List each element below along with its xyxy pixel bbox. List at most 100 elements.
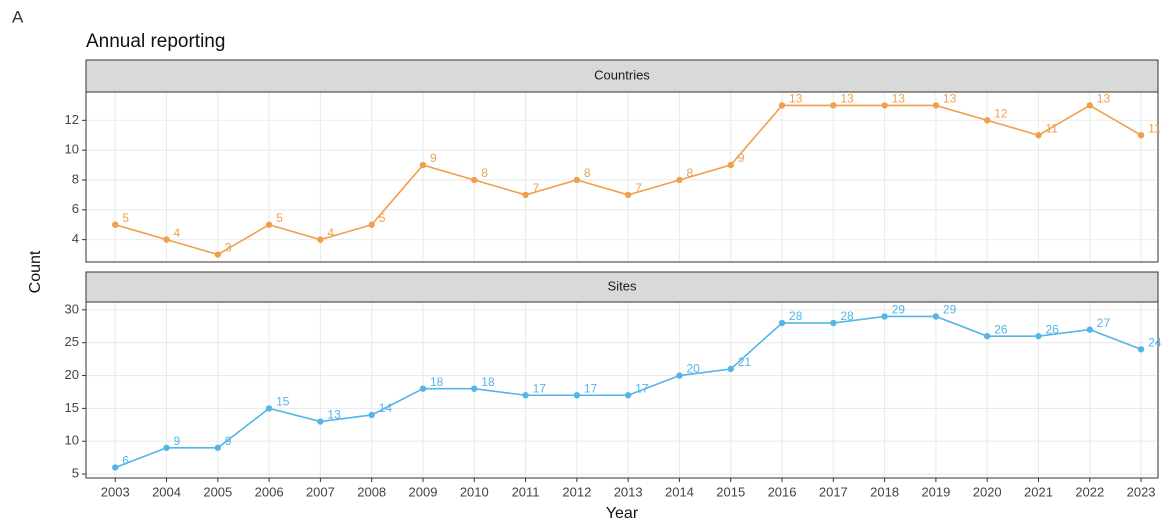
- data-label: 9: [225, 434, 232, 448]
- data-label: 7: [533, 181, 540, 195]
- data-label: 5: [276, 211, 283, 225]
- data-point: [522, 392, 529, 399]
- data-point: [573, 392, 581, 399]
- data-label: 13: [1097, 92, 1111, 106]
- data-point: [676, 176, 683, 184]
- data-point: [881, 102, 888, 109]
- x-tick-label: 2005: [203, 484, 232, 499]
- x-tick-label: 2020: [973, 484, 1002, 499]
- data-point: [368, 221, 375, 228]
- data-label: 8: [481, 166, 488, 180]
- panel-border: [85, 301, 1159, 479]
- data-point: [1137, 132, 1145, 139]
- x-tick-label: 2014: [665, 484, 694, 499]
- data-point: [778, 319, 786, 327]
- panel-border: [85, 91, 1159, 263]
- data-point: [778, 102, 786, 109]
- x-tick-label: 2018: [870, 484, 899, 499]
- x-tick-label: 2021: [1024, 484, 1053, 499]
- data-point: [932, 313, 940, 320]
- data-label: 17: [635, 381, 649, 395]
- data-label: 5: [122, 211, 129, 225]
- data-point: [112, 464, 119, 471]
- y-tick-label: 8: [72, 171, 79, 186]
- data-label: 13: [327, 408, 341, 422]
- data-point: [676, 372, 683, 379]
- chart-title: Annual reporting: [86, 31, 225, 52]
- data-label: 13: [892, 92, 906, 106]
- panel-label: A: [12, 7, 24, 26]
- x-tick-label: 2003: [101, 484, 130, 499]
- x-tick-label: 2022: [1075, 484, 1104, 499]
- data-label: 3: [225, 241, 232, 255]
- data-label: 26: [994, 322, 1008, 336]
- data-label: 17: [584, 381, 598, 395]
- data-label: 21: [738, 355, 752, 369]
- data-point: [265, 221, 273, 228]
- data-label: 8: [686, 166, 693, 180]
- data-point: [1035, 132, 1042, 139]
- y-tick-label: 25: [65, 334, 79, 349]
- data-label: 11: [1148, 121, 1161, 135]
- x-tick-label: 2006: [255, 484, 284, 499]
- data-label: 17: [533, 381, 547, 395]
- data-point: [1086, 102, 1093, 109]
- data-point: [830, 319, 837, 327]
- data-point: [983, 117, 991, 124]
- data-point: [624, 191, 632, 199]
- y-tick-label: 6: [72, 201, 79, 216]
- x-tick-label: 2008: [357, 484, 386, 499]
- x-tick-label: 2009: [409, 484, 438, 499]
- y-tick-label: 12: [65, 112, 79, 127]
- data-point: [471, 176, 478, 184]
- data-label: 26: [1045, 322, 1059, 336]
- data-point: [1137, 346, 1145, 353]
- data-label: 24: [1148, 335, 1162, 349]
- data-label: 9: [738, 151, 745, 165]
- facet-strip: [85, 271, 1159, 303]
- data-point: [214, 444, 222, 451]
- data-point: [163, 236, 170, 243]
- y-tick-label: 10: [65, 433, 79, 448]
- data-point: [214, 251, 222, 258]
- x-tick-label: 2004: [152, 484, 181, 499]
- data-label: 13: [943, 92, 957, 106]
- data-label: 9: [174, 434, 181, 448]
- y-tick-label: 30: [65, 301, 79, 316]
- data-label: 28: [840, 309, 854, 323]
- data-label: 5: [379, 211, 386, 225]
- data-point: [112, 221, 119, 228]
- x-tick-label: 2023: [1127, 484, 1156, 499]
- data-point: [471, 385, 478, 392]
- data-label: 29: [892, 303, 906, 317]
- data-point: [727, 365, 734, 373]
- data-label: 13: [840, 92, 854, 106]
- data-point: [317, 236, 324, 243]
- data-label: 4: [174, 226, 181, 240]
- facet-title: Countries: [594, 67, 650, 82]
- y-tick-label: 10: [65, 142, 79, 157]
- data-label: 11: [1045, 121, 1058, 135]
- y-tick-label: 15: [65, 400, 79, 415]
- data-point: [983, 332, 991, 340]
- data-label: 18: [430, 375, 444, 389]
- data-point: [881, 313, 888, 320]
- x-tick-label: 2015: [716, 484, 745, 499]
- data-point: [317, 418, 324, 425]
- data-point: [419, 385, 427, 392]
- data-label: 13: [789, 92, 803, 106]
- data-point: [624, 392, 632, 399]
- data-label: 18: [481, 375, 495, 389]
- y-axis-label: Count: [27, 250, 44, 293]
- data-label: 28: [789, 309, 803, 323]
- data-point: [830, 102, 837, 109]
- x-axis-label: Year: [606, 505, 639, 522]
- data-label: 15: [276, 395, 290, 409]
- data-point: [368, 411, 375, 419]
- data-point: [522, 191, 529, 199]
- data-point: [1035, 332, 1042, 340]
- data-label: 7: [635, 181, 642, 195]
- facet-title: Sites: [608, 278, 637, 293]
- x-tick-label: 2011: [512, 484, 540, 499]
